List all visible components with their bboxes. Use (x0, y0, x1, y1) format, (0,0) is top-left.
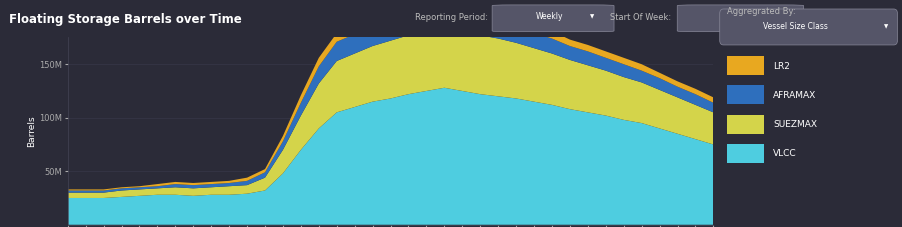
Text: Vessel Size Class: Vessel Size Class (762, 22, 827, 32)
FancyBboxPatch shape (676, 5, 803, 32)
Text: Reporting Period:: Reporting Period: (415, 13, 488, 22)
Text: Floating Storage Barrels over Time: Floating Storage Barrels over Time (9, 13, 242, 26)
Text: ▼: ▼ (778, 14, 782, 19)
Text: ▼: ▼ (883, 25, 888, 30)
FancyBboxPatch shape (492, 5, 613, 32)
Bar (726, 144, 763, 163)
Text: VLCC: VLCC (773, 149, 796, 158)
FancyBboxPatch shape (719, 9, 897, 45)
Text: Monday: Monday (720, 12, 750, 21)
Text: ▼: ▼ (590, 14, 594, 19)
Bar (726, 56, 763, 75)
Text: Weekly: Weekly (535, 12, 562, 21)
Bar (726, 85, 763, 104)
Text: Start Of Week:: Start Of Week: (609, 13, 670, 22)
Y-axis label: Barrels: Barrels (27, 115, 36, 147)
Text: Aggregrated By:: Aggregrated By: (726, 7, 795, 16)
Text: SUEZMAX: SUEZMAX (773, 120, 816, 129)
Text: AFRAMAX: AFRAMAX (773, 91, 815, 100)
Bar (726, 115, 763, 134)
Text: LR2: LR2 (773, 62, 789, 71)
